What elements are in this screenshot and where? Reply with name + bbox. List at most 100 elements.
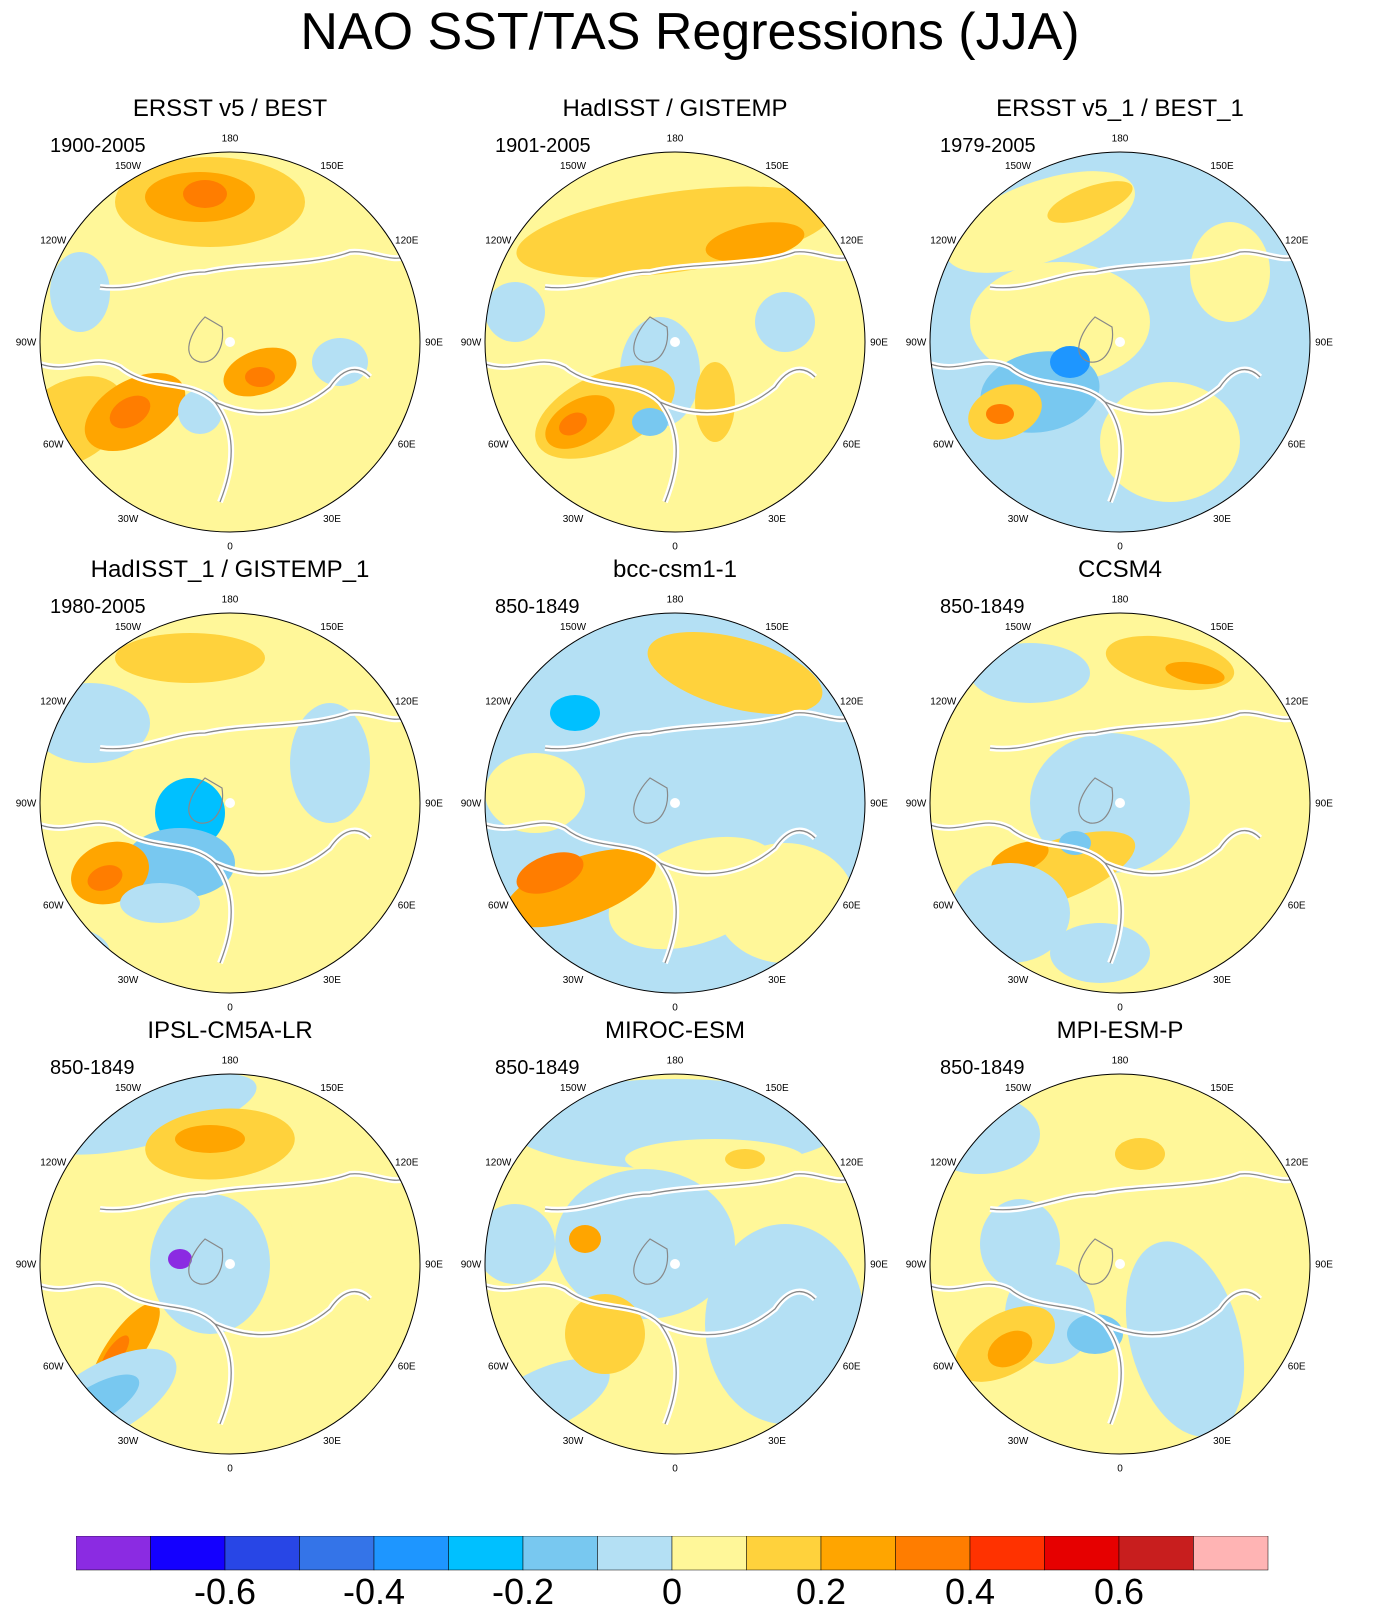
longitude-label: 0 (1117, 1464, 1123, 1475)
longitude-label: 180 (222, 595, 239, 606)
greenland-outline (633, 1238, 669, 1285)
colorbar-swatch (746, 1536, 822, 1571)
panel-hadisst-gistemp: HadISST / GISTEMP 1901-2005 180 150E 120E 9… (455, 94, 895, 564)
anomaly-region (312, 338, 368, 386)
colorbar-tick-label: 0.6 (1093, 1571, 1145, 1612)
field-layer (930, 152, 1310, 532)
longitude-label: 120W (40, 1158, 67, 1169)
coastline (930, 251, 1296, 503)
panel-ipsl-cm5a-lr: IPSL-CM5A-LR 850-1849 180 150E 120E 90E 60E 3… (10, 1016, 450, 1486)
anomaly-region (1050, 346, 1090, 378)
colorbar-tick-label: 0.4 (944, 1571, 996, 1612)
longitude-label: 30E (768, 975, 786, 986)
longitude-label: 30E (323, 514, 341, 525)
anomaly-region (986, 404, 1014, 424)
longitude-label: 30E (323, 975, 341, 986)
longitude-label: 60E (843, 440, 861, 451)
anomaly-region (1047, 181, 1133, 223)
anomaly-region (40, 928, 110, 978)
colorbar-swatch (224, 1536, 300, 1571)
longitude-label: 60E (1288, 1362, 1306, 1373)
map-border (929, 151, 1311, 533)
anomaly-region (87, 865, 123, 891)
field-layer (485, 613, 865, 993)
anomaly-region (970, 262, 1150, 382)
anomaly-region (175, 1125, 245, 1153)
anomaly-region (183, 180, 227, 208)
coastline (485, 251, 851, 503)
longitude-label: 150W (115, 161, 142, 172)
colorbar-swatch (1193, 1536, 1269, 1571)
anomaly-region (695, 362, 735, 442)
longitude-label: 150W (560, 622, 587, 633)
longitude-label: 180 (222, 1056, 239, 1067)
longitude-label: 30W (118, 1436, 139, 1447)
colorbar-swatch (448, 1536, 524, 1571)
pole-hole (225, 337, 235, 347)
longitude-label: 90E (870, 338, 888, 349)
colorbar-tick-label: 0.2 (795, 1571, 847, 1612)
longitude-label: 30W (1008, 975, 1029, 986)
pole-hole (225, 1259, 235, 1269)
anomaly-region (485, 1204, 555, 1284)
coastline (40, 1173, 406, 1425)
longitude-label: 90W (461, 799, 482, 810)
anomaly-region (1165, 661, 1225, 685)
longitude-label: 120W (485, 697, 512, 708)
anomaly-region (485, 753, 585, 833)
longitude-label: 150E (1210, 1083, 1234, 1094)
coastline (40, 251, 406, 503)
pole-hole (225, 798, 235, 808)
panel-period: 850-1849 (940, 596, 1025, 618)
panel-period: 1900-2005 (50, 135, 146, 157)
coastline (40, 712, 406, 964)
field-layer (40, 613, 420, 993)
longitude-label: 60W (488, 440, 509, 451)
panel-period: 850-1849 (495, 596, 580, 618)
field-layer (930, 1074, 1310, 1454)
map-border (484, 1073, 866, 1455)
colorbar-tick-label: -0.4 (342, 1571, 406, 1612)
panel-hadisst-gistemp-1: HadISST_1 / GISTEMP_1 1980-2005 180 150E 1… (10, 555, 450, 1025)
anomaly-region (290, 1164, 390, 1264)
anomaly-region (559, 412, 587, 436)
field-layer (40, 1074, 420, 1454)
longitude-label: 60W (488, 901, 509, 912)
coastline (485, 1173, 851, 1425)
anomaly-region (569, 1225, 601, 1253)
longitude-label: 30W (563, 975, 584, 986)
panel-ersst-best: ERSST v5 / BEST 1900-2005 180 150E 120E 90E… (10, 94, 450, 564)
coastline (930, 1173, 1296, 1425)
longitude-label: 150W (115, 1083, 142, 1094)
longitude-label: 150E (320, 622, 344, 633)
polar-map: 180 150E 120E 90E 60E 30E 0 30W 60W 90W 120W 150W (461, 595, 889, 1014)
anomaly-region (43, 1074, 257, 1155)
field-layer (485, 1074, 865, 1454)
anomaly-region (115, 633, 265, 683)
longitude-label: 180 (667, 1056, 684, 1067)
longitude-label: 120E (1285, 236, 1309, 247)
longitude-label: 90E (425, 1260, 443, 1271)
longitude-label: 120E (1285, 697, 1309, 708)
anomaly-region (647, 631, 823, 715)
longitude-label: 90W (16, 338, 37, 349)
longitude-label: 30W (563, 514, 584, 525)
longitude-label: 120E (395, 236, 419, 247)
longitude-label: 0 (227, 542, 233, 553)
colorbar-swatch (820, 1536, 896, 1571)
greenland-outline (188, 316, 224, 363)
longitude-label: 60W (43, 901, 64, 912)
longitude-label: 90W (461, 338, 482, 349)
longitude-label: 150W (560, 1083, 587, 1094)
longitude-label: 90E (1315, 1260, 1333, 1271)
pole-hole (1115, 798, 1125, 808)
colorbar-tick-label: -0.6 (193, 1571, 257, 1612)
longitude-label: 0 (1117, 542, 1123, 553)
longitude-label: 60W (43, 440, 64, 451)
map-border (484, 612, 866, 994)
anomaly-region (150, 1194, 270, 1334)
anomaly-region (1115, 1138, 1165, 1170)
anomaly-region (987, 1330, 1033, 1368)
longitude-label: 30W (1008, 1436, 1029, 1447)
longitude-label: 150W (1005, 1083, 1032, 1094)
